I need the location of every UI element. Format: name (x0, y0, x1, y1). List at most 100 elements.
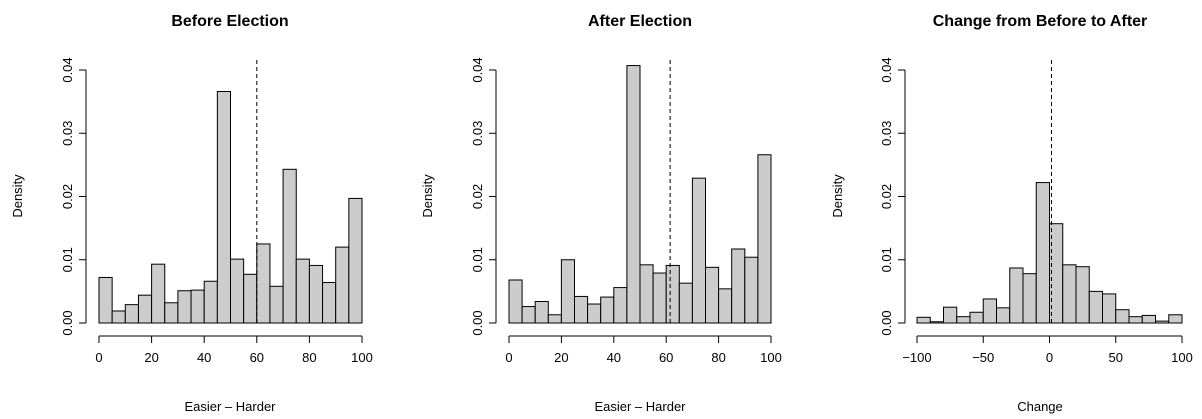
chart-title: Change from Before to After (933, 13, 1148, 30)
histogram-bar (943, 306, 958, 324)
y-tick-label: 0.02 (470, 184, 485, 209)
y-tick-label: 0.00 (879, 310, 894, 335)
y-axis-label: Density (420, 174, 435, 218)
x-tick-label: −100 (902, 350, 931, 365)
x-tick-label: 40 (607, 350, 621, 365)
histogram-bar (1155, 320, 1170, 324)
x-tick-label: 100 (1171, 350, 1193, 365)
histogram-bar (508, 279, 523, 324)
histogram-bar (1141, 314, 1156, 324)
histogram-bar (1035, 182, 1050, 324)
y-tick-label: 0.03 (470, 121, 485, 146)
histogram-bar (322, 282, 337, 324)
x-tick-label: 0 (1046, 350, 1053, 365)
y-tick-label: 0.01 (470, 247, 485, 272)
y-tick-label: 0.03 (60, 121, 75, 146)
histogram-bar (705, 266, 720, 324)
histogram-bar (164, 302, 179, 324)
histogram-bar (600, 296, 615, 324)
histogram-bar (560, 259, 576, 324)
histogram-bar (216, 91, 232, 324)
histogram-bar (731, 248, 746, 324)
histogram-bar (1115, 309, 1130, 324)
histogram-bar (982, 298, 997, 324)
histogram-bar (282, 168, 297, 324)
histogram-bar (230, 258, 245, 324)
chart-title: Before Election (171, 13, 288, 30)
x-tick-label: 20 (144, 350, 158, 365)
panel-before-election: Before Election Easier – Harder Density … (10, 13, 373, 414)
x-tick-label: −50 (972, 350, 994, 365)
x-tick-label: 100 (760, 350, 782, 365)
x-axis-label: Change (1017, 399, 1063, 414)
histogram-bar (521, 306, 536, 324)
histogram-bar (1168, 314, 1183, 324)
histogram-bar (295, 258, 310, 324)
histogram-bar (534, 300, 549, 324)
x-tick-label: 100 (351, 350, 373, 365)
histogram-bar (1088, 290, 1103, 324)
histogram-bar (151, 263, 166, 324)
histogram-bar (574, 295, 589, 324)
histogram-bar (691, 177, 707, 324)
histogram-bar (308, 264, 324, 324)
histogram-bar (124, 304, 139, 324)
histogram-bar (547, 314, 562, 324)
histogram-bar (177, 290, 192, 324)
y-tick-label: 0.03 (879, 121, 894, 146)
y-tick-label: 0.01 (60, 247, 75, 272)
x-tick-label: 0 (505, 350, 512, 365)
histogram-bar (639, 264, 654, 324)
histogram-bar (269, 285, 284, 324)
histogram-bar (203, 280, 218, 324)
x-axis-label: Easier – Harder (184, 399, 276, 414)
histogram-bar (678, 282, 693, 324)
x-tick-label: 60 (250, 350, 264, 365)
histogram-bar (613, 287, 628, 324)
x-tick-label: 40 (197, 350, 211, 365)
x-axis-label: Easier – Harder (594, 399, 686, 414)
histogram-bar (757, 154, 772, 324)
histogram-bar (1075, 266, 1090, 324)
histogram-bar (956, 316, 971, 324)
y-tick-label: 0.02 (60, 184, 75, 209)
histogram-bar (243, 273, 258, 324)
y-tick-label: 0.04 (60, 57, 75, 82)
x-tick-label: 80 (302, 350, 316, 365)
chart-title: After Election (588, 13, 692, 30)
x-tick-label: 20 (554, 350, 568, 365)
histogram-bar (744, 256, 759, 324)
histogram-bar (1102, 293, 1117, 324)
histogram-bar (718, 288, 733, 324)
histogram-bar (1128, 316, 1143, 324)
histogram-bar (111, 310, 126, 324)
histogram-bar (587, 303, 602, 324)
histogram-bar (929, 321, 944, 324)
histogram-bar (652, 272, 667, 324)
y-tick-label: 0.00 (60, 310, 75, 335)
histogram-bar (335, 246, 350, 324)
y-tick-label: 0.00 (470, 310, 485, 335)
histogram-bar (916, 316, 931, 324)
histogram-bar (996, 307, 1011, 324)
histogram-bar (1022, 273, 1037, 324)
histogram-bar (137, 294, 153, 324)
y-tick-label: 0.04 (879, 57, 894, 82)
histogram-bar (256, 243, 271, 324)
histogram-bar (98, 276, 113, 324)
x-tick-label: 50 (1109, 350, 1123, 365)
histogram-bar (969, 311, 984, 324)
x-tick-label: 0 (95, 350, 102, 365)
x-tick-label: 80 (711, 350, 725, 365)
panel-change: Change from Before to After Change Densi… (830, 13, 1193, 414)
histogram-bar (1009, 267, 1024, 324)
histogram-bar (626, 65, 641, 324)
y-tick-label: 0.02 (879, 184, 894, 209)
x-tick-label: 60 (659, 350, 673, 365)
y-axis-label: Density (10, 174, 25, 218)
y-tick-label: 0.01 (879, 247, 894, 272)
histogram-bar (190, 289, 205, 324)
histogram-bar (348, 197, 363, 324)
y-axis-label: Density (830, 174, 845, 218)
